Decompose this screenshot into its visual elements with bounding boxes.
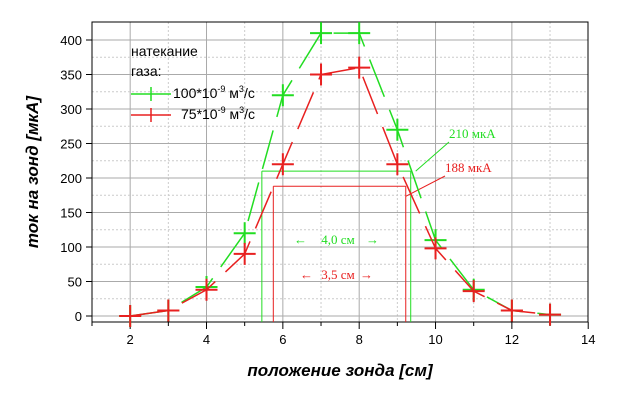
data-point: [348, 56, 371, 79]
x-tick-label: 14: [581, 332, 595, 347]
data-point: [233, 222, 256, 245]
data-point: [310, 22, 333, 45]
y-tick-label: 350: [60, 68, 82, 83]
y-axis-label: ток на зонд [мкА]: [23, 95, 42, 249]
width-label: 4,0 см: [321, 232, 355, 247]
data-point: [348, 22, 371, 45]
series-line: [130, 32, 551, 317]
plot-frame: [91, 21, 589, 323]
legend-marker: [131, 108, 171, 122]
y-tick-label: 200: [60, 171, 82, 186]
data-point: [195, 278, 218, 301]
data-point: [310, 63, 333, 86]
y-tick-label: 50: [68, 275, 82, 290]
series-line: [130, 66, 551, 317]
arrow-left-icon: ←: [294, 232, 307, 247]
x-tick-label: 2: [127, 332, 134, 347]
y-tick-label: 400: [60, 33, 82, 48]
x-axis-label: положение зонда [см]: [247, 361, 434, 380]
data-point: [233, 242, 256, 265]
x-tick-label: 12: [505, 332, 519, 347]
data-point: [462, 280, 485, 303]
legend-title-1: натекание: [131, 43, 198, 59]
arrow-right-icon: →: [366, 232, 379, 247]
legend-label: 75*10-9 м3/с: [181, 105, 255, 122]
y-tick-label: 250: [60, 137, 82, 152]
y-tick-label: 150: [60, 206, 82, 221]
data-point: [119, 305, 142, 327]
data-point: [500, 299, 523, 322]
data-point: [386, 118, 409, 141]
legend-marker: [131, 87, 171, 101]
x-tick-label: 8: [356, 332, 363, 347]
arrow-left-icon: ←: [300, 267, 313, 282]
legend-label: 100*10-9 м3/с: [173, 84, 255, 101]
arrow-right-icon: →: [360, 267, 373, 282]
annotation-leader: [405, 175, 446, 197]
x-tick-label: 6: [279, 332, 286, 347]
x-tick-label: 10: [428, 332, 442, 347]
annotation-label: 210 мкА: [449, 126, 496, 141]
x-tick-label: 4: [203, 332, 210, 347]
annotation-label: 188 мкА: [445, 160, 492, 175]
data-point: [157, 299, 180, 322]
legend-title-2: газа:: [131, 63, 162, 79]
data-point: [271, 84, 294, 107]
y-tick-label: 100: [60, 240, 82, 255]
width-label: 3,5 см: [321, 267, 355, 282]
data-point: [386, 153, 409, 176]
data-point: [271, 153, 294, 176]
legend: натекание газа: 100*10-9 м3/с 75*10-9 м3/…: [131, 43, 255, 122]
data-point: [539, 303, 562, 326]
y-tick-label: 0: [75, 309, 82, 324]
annotation-leader: [415, 141, 450, 172]
y-tick-label: 300: [60, 102, 82, 117]
data-point: [424, 237, 447, 260]
